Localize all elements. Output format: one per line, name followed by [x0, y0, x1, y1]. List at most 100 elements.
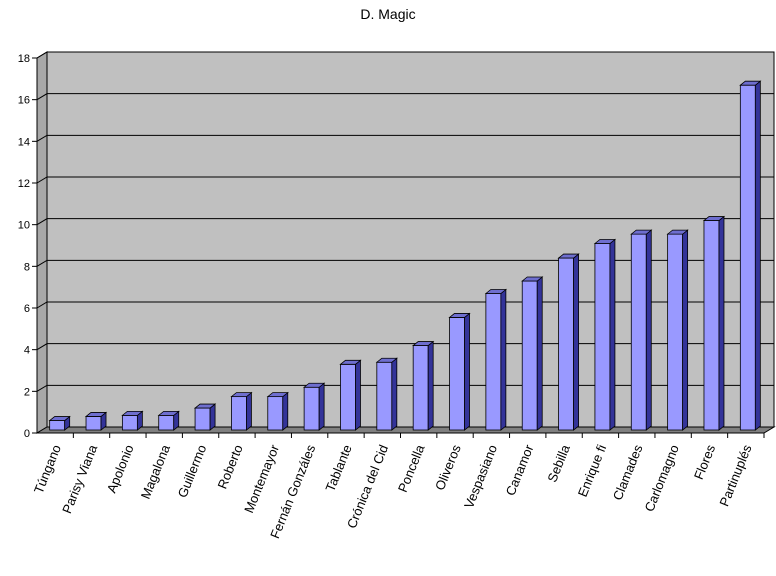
bar — [48, 415, 71, 431]
floor — [35, 426, 776, 434]
bar-top — [230, 392, 253, 398]
bar — [121, 410, 144, 431]
bar — [84, 411, 108, 431]
bar — [302, 382, 326, 431]
y-tick-label: 2 — [24, 386, 30, 398]
bar-front — [703, 220, 720, 431]
bar-front — [558, 257, 574, 431]
category-label: Tablante — [322, 443, 354, 494]
category-label: Carlomagno — [641, 443, 681, 514]
category-label: Sebilla — [544, 442, 573, 485]
bar-side — [391, 357, 398, 431]
bar-side — [682, 229, 689, 431]
bar — [230, 391, 253, 431]
bar-top — [412, 341, 435, 346]
bar-top — [193, 403, 217, 409]
chart-background — [35, 51, 776, 434]
category-label: Vespasiano — [461, 443, 500, 511]
bar — [375, 357, 398, 431]
bar — [193, 403, 217, 431]
y-tick-label: 4 — [24, 345, 30, 357]
bar-side — [355, 359, 361, 431]
bar-front — [449, 317, 465, 431]
bar — [593, 238, 617, 431]
bar — [666, 229, 689, 431]
gridline — [36, 51, 774, 59]
bar-front — [485, 293, 502, 431]
category-label: Clamades — [610, 442, 646, 502]
y-tick-label: 18 — [18, 53, 30, 65]
bar — [448, 312, 471, 431]
bar-top — [121, 410, 144, 416]
gridline — [36, 93, 774, 101]
bar-side — [282, 391, 289, 431]
bars — [48, 80, 762, 431]
bar-front — [630, 233, 647, 431]
y-tick-label: 16 — [18, 95, 30, 107]
bar-front — [49, 420, 66, 431]
y-tick-label: 6 — [24, 303, 30, 315]
bar-side — [318, 382, 325, 431]
bar-top — [593, 239, 617, 244]
bar-top — [339, 359, 362, 365]
y-tick-label: 10 — [18, 220, 30, 232]
bar — [521, 276, 544, 431]
category-label: Parisy Viana — [59, 442, 100, 516]
bar-side — [500, 288, 507, 431]
bar-top — [157, 410, 180, 416]
category-label: Enrique fi — [575, 442, 610, 499]
bar — [739, 80, 762, 431]
bar-front — [340, 363, 356, 431]
category-label: Poncella — [395, 442, 428, 495]
gridline — [36, 259, 774, 267]
bar-front — [667, 233, 684, 431]
bar-top — [484, 289, 508, 294]
bar-front — [194, 407, 211, 431]
bar-side — [645, 229, 652, 431]
chart-title: D. Magic — [360, 6, 416, 22]
bar-front — [303, 386, 320, 431]
gridline — [36, 134, 774, 142]
category-label: Roberto — [214, 443, 245, 492]
bar — [339, 359, 362, 431]
bar-top — [448, 313, 471, 318]
bar-top — [84, 412, 108, 417]
y-tick-label: 12 — [18, 178, 30, 190]
y-tick-label: 8 — [24, 261, 30, 273]
axes — [32, 57, 765, 438]
bar-side — [536, 276, 543, 431]
category-label: Partinuplés — [716, 442, 754, 508]
bar — [266, 391, 289, 431]
bar-top — [266, 392, 289, 398]
bar-front — [121, 414, 138, 431]
category-label: Flores — [691, 442, 719, 482]
bar-side — [573, 253, 579, 431]
bar — [157, 410, 180, 431]
bar — [412, 340, 435, 431]
bar-front — [158, 414, 175, 431]
bar-top — [375, 357, 398, 363]
bar-front — [594, 243, 611, 431]
category-label: Guillermo — [175, 443, 210, 500]
bar-top — [630, 229, 653, 235]
bar-side — [427, 340, 434, 431]
bar-front — [412, 345, 429, 431]
bar-front — [521, 280, 538, 431]
y-tick-label: 0 — [24, 428, 30, 440]
bar-front — [231, 396, 247, 431]
bar-top — [48, 416, 71, 421]
back-wall — [46, 51, 775, 428]
bar-top — [302, 382, 326, 388]
bar-side — [464, 312, 470, 431]
category-label: Túngano — [31, 443, 64, 496]
bar-side — [718, 215, 725, 431]
category-label: Canamor — [503, 442, 537, 498]
bar-top — [739, 80, 762, 86]
bar-front — [739, 84, 756, 431]
bar-top — [666, 229, 689, 235]
bar-top — [521, 276, 544, 282]
bar-front — [376, 361, 393, 431]
category-label: Apolonio — [104, 443, 137, 496]
bar — [630, 229, 653, 431]
gridline — [36, 176, 774, 184]
